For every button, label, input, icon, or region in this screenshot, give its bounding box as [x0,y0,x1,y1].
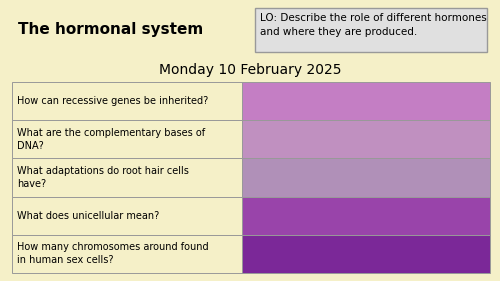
Bar [12,158,242,197]
Text: How many chromosomes around found
in human sex cells?: How many chromosomes around found in hum… [17,243,208,265]
Bar [242,235,490,273]
Text: The hormonal system: The hormonal system [18,22,203,37]
Bar [242,82,490,120]
Text: What does unicellular mean?: What does unicellular mean? [17,211,159,221]
Text: What are the complementary bases of
DNA?: What are the complementary bases of DNA? [17,128,205,151]
Bar [242,158,490,197]
Bar [242,197,490,235]
Text: What adaptations do root hair cells
have?: What adaptations do root hair cells have… [17,166,189,189]
Text: LO: Describe the role of different hormones
and where they are produced.: LO: Describe the role of different hormo… [260,13,487,37]
Bar [12,120,242,158]
FancyBboxPatch shape [255,8,487,52]
Bar [12,235,242,273]
Bar [12,82,242,120]
Bar [12,197,242,235]
Text: Monday 10 February 2025: Monday 10 February 2025 [159,63,341,77]
Bar [242,120,490,158]
Text: How can recessive genes be inherited?: How can recessive genes be inherited? [17,96,208,106]
